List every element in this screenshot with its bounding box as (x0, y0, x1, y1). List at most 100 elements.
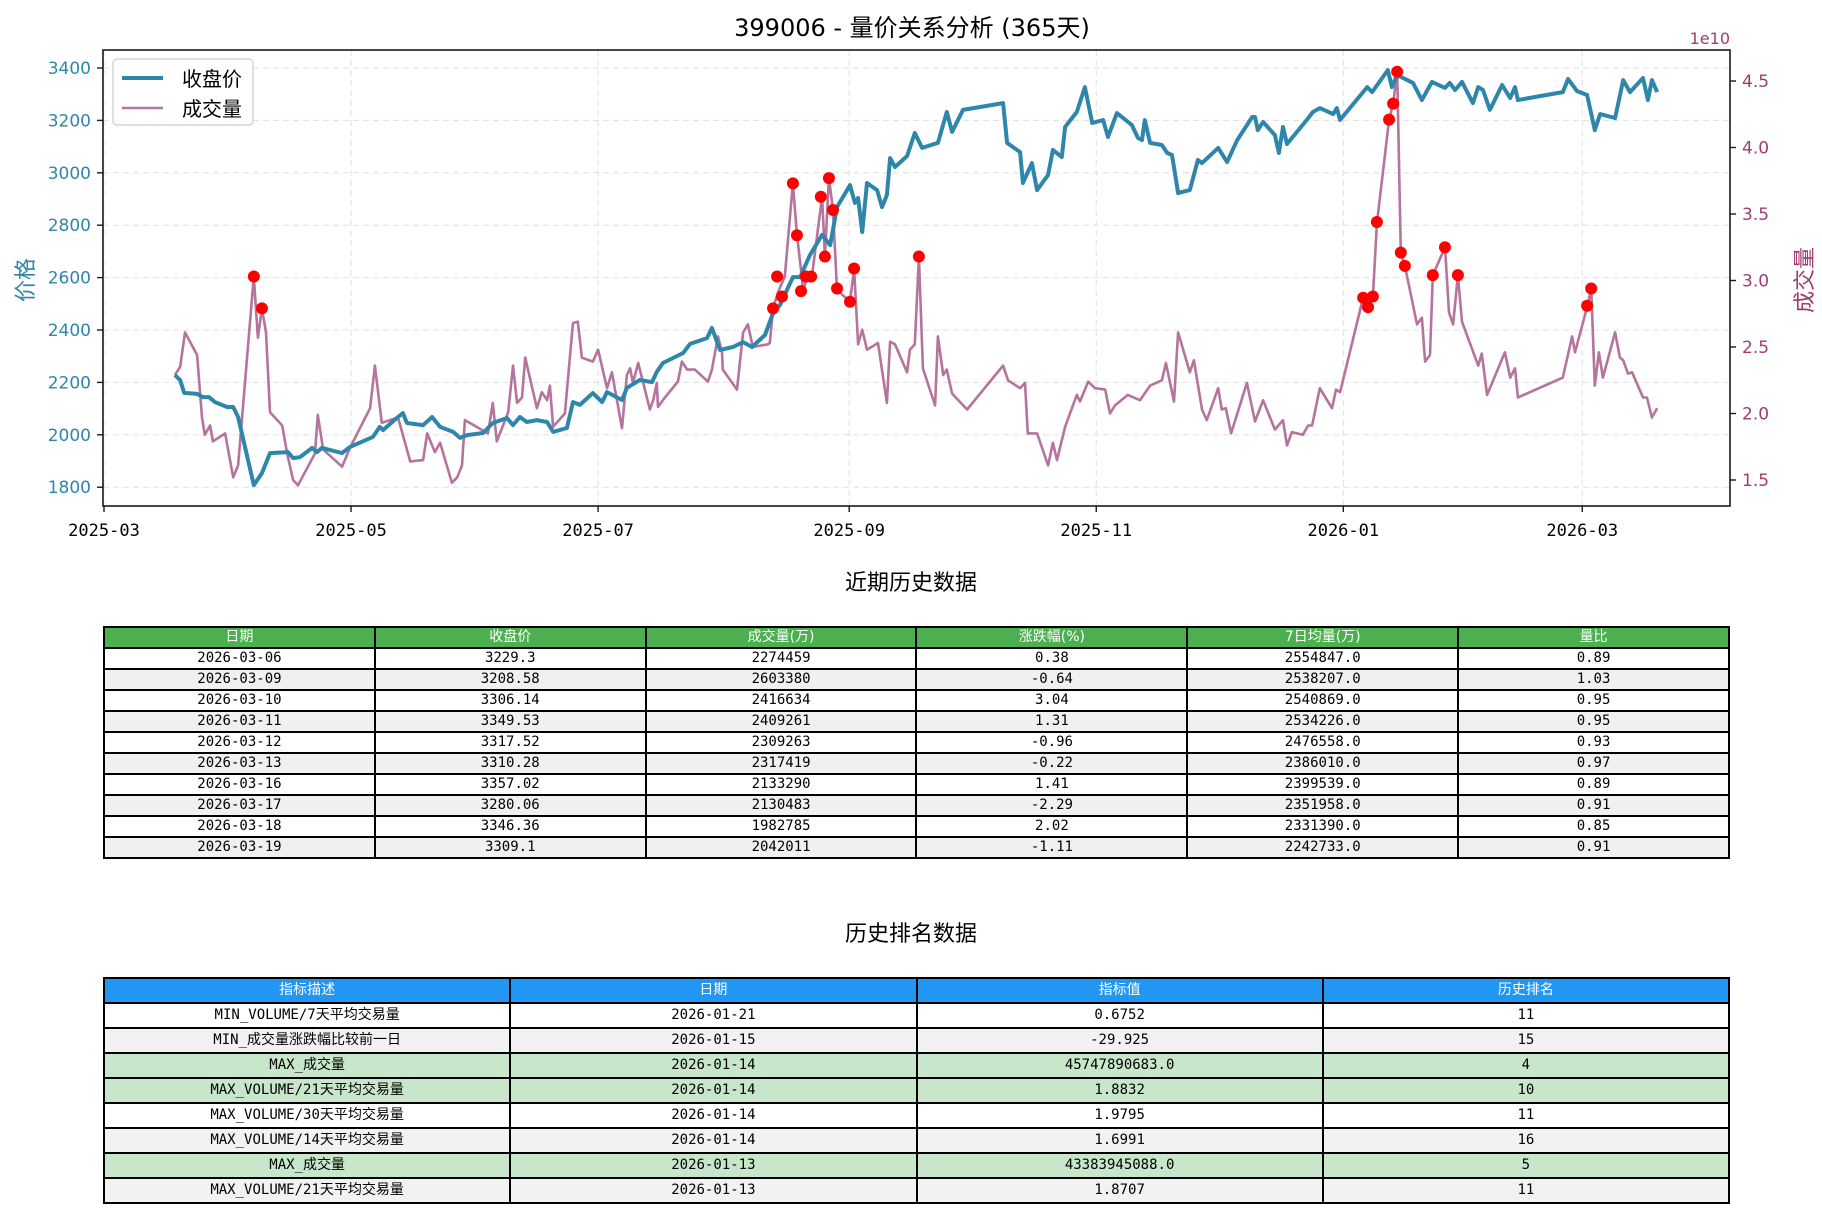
table-cell: 2026-03-09 (103, 668, 376, 691)
table-row: 2026-03-18 3346.36 1982785 2.02 2331390.0 0.8… (103, 815, 1730, 838)
table-cell: 1.9795 (915, 1102, 1324, 1129)
table-cell: 3280.06 (373, 794, 647, 817)
table-cell: 3317.52 (373, 731, 647, 754)
spike-marker (790, 229, 803, 242)
table-cell: 1.03 (1457, 668, 1730, 691)
table-cell: MIN_VOLUME/7天平均交易量 (102, 1002, 512, 1029)
volume-tick-label: 3.5 (1742, 205, 1769, 225)
date-tick-label: 2025-05 (315, 521, 387, 541)
recent-history-table: 日期 收盘价 成交量(万) 涨跌幅(%) 7日均量(万) 量比 2026-03-06 322… (103, 626, 1730, 859)
spike-marker (848, 262, 861, 275)
table-cell: 0.89 (1457, 773, 1730, 796)
table-cell: 2026-03-18 (103, 815, 376, 838)
table-row: 2026-03-17 3280.06 2130483 -2.29 2351958.0 0.… (103, 794, 1730, 817)
spike-marker (795, 285, 808, 298)
spike-marker (822, 172, 835, 185)
table-cell: 2416634 (644, 689, 918, 712)
spike-marker (255, 302, 268, 315)
table-cell: 3346.36 (373, 815, 647, 838)
date-tick-label: 2026-01 (1307, 521, 1379, 541)
table-row: 2026-03-11 3349.53 2409261 1.31 2534226.0 0.9… (103, 710, 1730, 733)
rank-col-header: 指标值 (915, 977, 1324, 1004)
table-row: 2026-03-13 3310.28 2317419 -0.22 2386010.0 0.… (103, 752, 1730, 775)
table-row: MAX_VOLUME/30天平均交易量 2026-01-14 1.9795 11 (102, 1102, 1731, 1129)
price-tick-label: 2800 (48, 216, 91, 236)
spike-marker (1398, 259, 1411, 272)
table-cell: 2026-01-14 (509, 1127, 918, 1154)
legend-volume-label: 成交量 (182, 97, 242, 121)
table-cell: 3309.1 (373, 836, 647, 859)
table-cell: 11 (1321, 1177, 1731, 1204)
spike-marker (1366, 290, 1379, 303)
table-cell: 0.95 (1457, 710, 1730, 733)
volume-polyline (173, 70, 1659, 487)
table-cell: 2026-01-13 (509, 1152, 918, 1179)
table-cell: -2.29 (915, 794, 1189, 817)
table-cell: MAX_VOLUME/14天平均交易量 (102, 1127, 512, 1154)
table-cell: 3306.14 (373, 689, 647, 712)
table-cell: 2026-03-06 (103, 647, 376, 670)
price-line (173, 68, 1660, 488)
table-cell: 2554847.0 (1186, 647, 1460, 670)
rank-col-header: 指标描述 (102, 977, 512, 1004)
table-cell: 1.31 (915, 710, 1189, 733)
table-cell: 2026-01-21 (509, 1002, 918, 1029)
table-cell: 2331390.0 (1186, 815, 1460, 838)
volume-tick-label: 1.5 (1742, 471, 1769, 491)
volume-offset-text: 1e10 (1690, 29, 1730, 48)
spike-marker (818, 250, 831, 263)
volume-line (173, 70, 1659, 487)
history-rank-table: 指标描述 日期 指标值 历史排名 MIN_VOLUME/7天平均交易量 2026-01-… (102, 977, 1731, 1204)
table-cell: 2242733.0 (1186, 836, 1460, 859)
recent-col-header: 收盘价 (373, 626, 647, 649)
table-cell: 2026-01-14 (509, 1052, 918, 1079)
date-tick-label: 2025-07 (562, 521, 634, 541)
table-cell: 2026-03-10 (103, 689, 376, 712)
price-tick-label: 2000 (48, 426, 91, 446)
table-cell: 1982785 (644, 815, 918, 838)
spike-marker (1438, 241, 1451, 254)
spike-marker (805, 270, 818, 283)
date-tick-label: 2026-03 (1546, 521, 1618, 541)
table-cell: 3310.28 (373, 752, 647, 775)
table-cell: 0.38 (915, 647, 1189, 670)
table-row: MIN_VOLUME/7天平均交易量 2026-01-21 0.6752 11 (102, 1002, 1731, 1029)
price-volume-chart: 399006 - 量价关系分析 (365天) 1800 2000 2200 2400 2… (14, 14, 1818, 541)
price-tick-label: 2600 (48, 269, 91, 289)
table-cell: MAX_成交量 (102, 1152, 512, 1179)
volume-tick-label: 4.5 (1742, 72, 1769, 92)
recent-table-title: 近期历史数据 (844, 571, 977, 596)
spike-marker (775, 290, 788, 303)
table-row: 2026-03-09 3208.58 2603380 -0.64 2538207.0 1.… (103, 668, 1730, 691)
table-cell: 0.95 (1457, 689, 1730, 712)
spike-marker (767, 302, 780, 315)
table-cell: 2534226.0 (1186, 710, 1460, 733)
table-cell: 16 (1321, 1127, 1731, 1154)
price-axis-label: 价格 (14, 258, 39, 302)
rank-table-title: 历史排名数据 (844, 922, 977, 947)
table-cell: MAX_VOLUME/21天平均交易量 (102, 1177, 512, 1204)
spike-marker (1581, 299, 1594, 312)
volume-tick-label: 2.0 (1742, 405, 1769, 425)
spike-marker (1451, 269, 1464, 282)
table-row: MIN_成交量涨跌幅比较前一日 2026-01-15 -29.925 15 (102, 1027, 1731, 1054)
table-row: MAX_成交量 2026-01-14 45747890683.0 4 (102, 1052, 1731, 1079)
table-cell: 3357.02 (373, 773, 647, 796)
table-cell: MIN_成交量涨跌幅比较前一日 (102, 1027, 512, 1054)
volume-tick-label: 4.0 (1742, 139, 1769, 159)
table-cell: MAX_VOLUME/30天平均交易量 (102, 1102, 512, 1129)
recent-table-header: 日期 收盘价 成交量(万) 涨跌幅(%) 7日均量(万) 量比 (103, 626, 1730, 649)
table-cell: 2026-01-14 (509, 1077, 918, 1104)
volume-axis-label: 成交量 (1793, 247, 1818, 313)
table-cell: 2026-03-17 (103, 794, 376, 817)
table-cell: -29.925 (915, 1027, 1324, 1054)
table-cell: 11 (1321, 1002, 1731, 1029)
table-cell: 15 (1321, 1027, 1731, 1054)
table-cell: 2026-03-13 (103, 752, 376, 775)
table-cell: 2538207.0 (1186, 668, 1460, 691)
recent-col-header: 7日均量(万) (1186, 626, 1460, 649)
table-cell: 2026-03-16 (103, 773, 376, 796)
table-row: MAX_VOLUME/14天平均交易量 2026-01-14 1.6991 16 (102, 1127, 1731, 1154)
price-polyline (173, 68, 1660, 488)
table-cell: 0.93 (1457, 731, 1730, 754)
